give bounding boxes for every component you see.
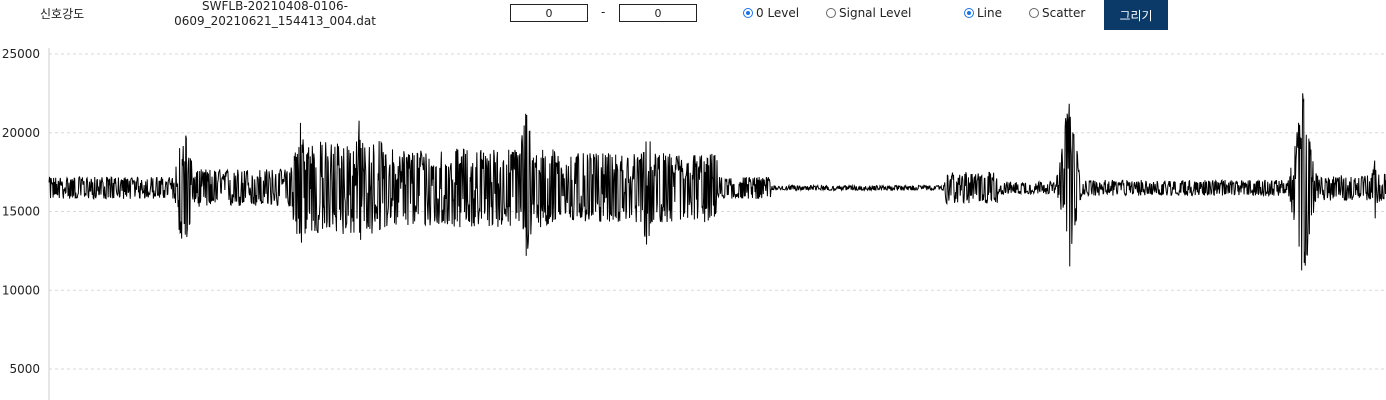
file-name-line1: SWFLB-20210408-0106- xyxy=(202,0,348,13)
signal-chart-svg: 5000 10000 15000 20000 25000 xyxy=(2,47,1386,400)
range-separator: - xyxy=(601,5,606,19)
signal-chart: 5000 10000 15000 20000 25000 xyxy=(0,34,1386,400)
y-tick-label: 25000 xyxy=(2,47,40,61)
draw-button[interactable]: 그리기 xyxy=(1104,0,1168,30)
field-label: 신호강도 xyxy=(40,7,85,21)
range-end-input[interactable] xyxy=(619,4,697,22)
radio-line-label: Line xyxy=(977,6,1003,20)
radio-zero-level-indicator xyxy=(743,8,753,18)
toolbar: 신호강도 SWFLB-20210408-0106- 0609_20210621_… xyxy=(0,0,1386,34)
radio-signal-level[interactable]: Signal Level xyxy=(826,6,911,20)
radio-signal-level-indicator xyxy=(826,8,836,18)
y-tick-label: 15000 xyxy=(2,205,40,219)
radio-zero-level-label: 0 Level xyxy=(756,6,800,20)
radio-signal-level-label: Signal Level xyxy=(839,6,912,20)
radio-line[interactable]: Line xyxy=(964,6,1002,20)
radio-scatter-indicator xyxy=(1029,8,1039,18)
radio-scatter-label: Scatter xyxy=(1042,6,1086,20)
y-tick-label: 20000 xyxy=(2,126,40,140)
signal-series-line xyxy=(48,93,1386,271)
radio-scatter[interactable]: Scatter xyxy=(1029,6,1085,20)
file-name-line2: 0609_20210621_154413_004.dat xyxy=(174,14,376,28)
file-name: SWFLB-20210408-0106- 0609_20210621_15441… xyxy=(170,0,380,29)
range-start-input[interactable] xyxy=(510,4,588,22)
y-tick-label: 5000 xyxy=(9,362,40,376)
radio-zero-level[interactable]: 0 Level xyxy=(743,6,799,20)
radio-line-indicator xyxy=(964,8,974,18)
y-tick-label: 10000 xyxy=(2,283,40,297)
